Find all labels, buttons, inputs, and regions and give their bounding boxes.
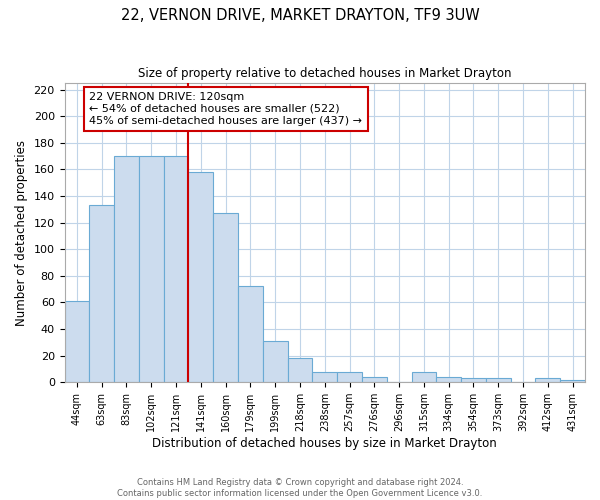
Bar <box>89 206 114 382</box>
X-axis label: Distribution of detached houses by size in Market Drayton: Distribution of detached houses by size … <box>152 437 497 450</box>
Bar <box>238 286 263 382</box>
Bar <box>436 377 461 382</box>
Bar <box>362 377 387 382</box>
Bar <box>188 172 213 382</box>
Bar <box>337 372 362 382</box>
Bar <box>560 380 585 382</box>
Bar <box>213 214 238 382</box>
Bar <box>535 378 560 382</box>
Bar <box>412 372 436 382</box>
Bar <box>139 156 164 382</box>
Bar <box>164 156 188 382</box>
Bar <box>65 301 89 382</box>
Bar <box>461 378 486 382</box>
Bar <box>263 341 287 382</box>
Text: 22, VERNON DRIVE, MARKET DRAYTON, TF9 3UW: 22, VERNON DRIVE, MARKET DRAYTON, TF9 3U… <box>121 8 479 22</box>
Bar <box>114 156 139 382</box>
Text: 22 VERNON DRIVE: 120sqm
← 54% of detached houses are smaller (522)
45% of semi-d: 22 VERNON DRIVE: 120sqm ← 54% of detache… <box>89 92 362 126</box>
Title: Size of property relative to detached houses in Market Drayton: Size of property relative to detached ho… <box>138 68 512 80</box>
Bar <box>287 358 313 382</box>
Y-axis label: Number of detached properties: Number of detached properties <box>15 140 28 326</box>
Bar <box>486 378 511 382</box>
Text: Contains HM Land Registry data © Crown copyright and database right 2024.
Contai: Contains HM Land Registry data © Crown c… <box>118 478 482 498</box>
Bar <box>313 372 337 382</box>
